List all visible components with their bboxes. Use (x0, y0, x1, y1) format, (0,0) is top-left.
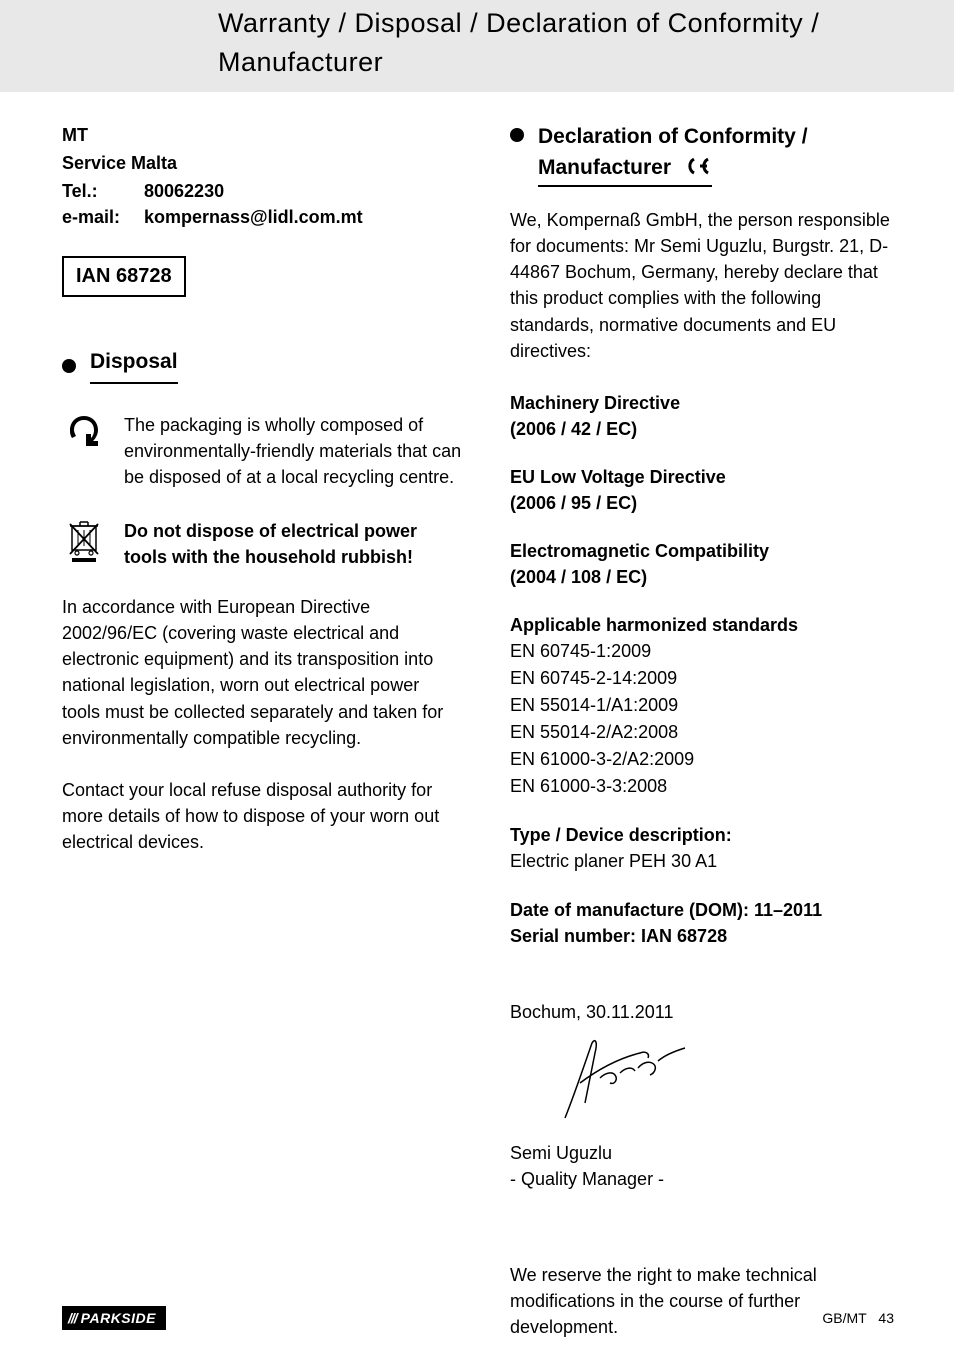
parkside-logo: /// PARKSIDE (62, 1306, 166, 1330)
logo-text: PARKSIDE (81, 1308, 156, 1328)
page-number-area: GB/MT 43 (822, 1308, 894, 1328)
header-bar: Warranty / Disposal / Declaration of Con… (0, 0, 954, 92)
page-label: GB/MT (822, 1310, 866, 1326)
signer-name: Semi Uguzlu (510, 1140, 894, 1166)
lowvoltage-directive: EU Low Voltage Directive (2006 / 95 / EC… (510, 464, 894, 516)
declaration-title-line1: Declaration of Conformity / (538, 122, 808, 152)
ce-mark-icon (682, 156, 712, 182)
declaration-heading: Declaration of Conformity / Manufacturer (510, 122, 894, 187)
declaration-title-line2: Manufacturer (538, 156, 671, 179)
page-number: 43 (878, 1310, 894, 1326)
recycle-icon (62, 412, 106, 452)
emc-title: Electromagnetic Compatibility (510, 538, 894, 564)
stripes-icon: /// (68, 1308, 77, 1328)
contact-paragraph: Contact your local refuse disposal autho… (62, 777, 462, 855)
disposal-heading: Disposal (62, 347, 462, 383)
signer-role: - Quality Manager - (510, 1166, 894, 1192)
service-name: Service Malta (62, 150, 462, 178)
machinery-directive: Machinery Directive (2006 / 42 / EC) (510, 390, 894, 442)
serial-label: Serial number: IAN 68728 (510, 923, 894, 949)
declaration-intro: We, Kompernaß GmbH, the person responsib… (510, 207, 894, 364)
harmonized-title: Applicable harmonized standards (510, 612, 894, 638)
standard-item: EN 55014-1/A1:2009 (510, 692, 894, 719)
type-description: Type / Device description: Electric plan… (510, 822, 894, 874)
signature-area: Bochum, 30.11.2011 Semi Uguzlu - Quality… (510, 999, 894, 1192)
bullet-icon (62, 359, 76, 373)
country-code: MT (62, 122, 462, 150)
tel-value: 80062230 (144, 178, 224, 204)
directive-paragraph: In accordance with European Directive 20… (62, 594, 462, 751)
standard-item: EN 61000-3-3:2008 (510, 773, 894, 800)
lowvoltage-ref: (2006 / 95 / EC) (510, 490, 894, 516)
ian-box: IAN 68728 (62, 256, 186, 297)
signature-icon (550, 1033, 894, 1130)
type-value: Electric planer PEH 30 A1 (510, 848, 894, 874)
email-value: kompernass@lidl.com.mt (144, 204, 363, 230)
weee-row: Do not dispose of electrical power tools… (62, 518, 462, 570)
bullet-icon (510, 128, 524, 142)
disposal-title: Disposal (90, 347, 178, 383)
left-column: MT Service Malta Tel.: 80062230 e-mail: … (62, 122, 462, 1366)
manufacture-info: Date of manufacture (DOM): 11–2011 Seria… (510, 897, 894, 949)
standard-item: EN 60745-2-14:2009 (510, 665, 894, 692)
page-header-title: Warranty / Disposal / Declaration of Con… (0, 4, 954, 82)
packaging-text: The packaging is wholly composed of envi… (124, 412, 462, 490)
dom-label: Date of manufacture (DOM): 11–2011 (510, 897, 894, 923)
standard-item: EN 61000-3-2/A2:2009 (510, 746, 894, 773)
standards-list: EN 60745-1:2009 EN 60745-2-14:2009 EN 55… (510, 638, 894, 800)
email-row: e-mail: kompernass@lidl.com.mt (62, 204, 462, 230)
type-title: Type / Device description: (510, 822, 894, 848)
contact-block: MT Service Malta Tel.: 80062230 e-mail: … (62, 122, 462, 230)
tel-row: Tel.: 80062230 (62, 178, 462, 204)
emc-directive: Electromagnetic Compatibility (2004 / 10… (510, 538, 894, 590)
right-column: Declaration of Conformity / Manufacturer… (510, 122, 894, 1366)
lowvoltage-title: EU Low Voltage Directive (510, 464, 894, 490)
machinery-ref: (2006 / 42 / EC) (510, 416, 894, 442)
standard-item: EN 60745-1:2009 (510, 638, 894, 665)
standard-item: EN 55014-2/A2:2008 (510, 719, 894, 746)
weee-bin-icon (62, 518, 106, 562)
harmonized-standards: Applicable harmonized standards EN 60745… (510, 612, 894, 800)
weee-warning-text: Do not dispose of electrical power tools… (124, 518, 462, 570)
emc-ref: (2004 / 108 / EC) (510, 564, 894, 590)
date-place: Bochum, 30.11.2011 (510, 999, 894, 1025)
machinery-title: Machinery Directive (510, 390, 894, 416)
tel-label: Tel.: (62, 178, 144, 204)
email-label: e-mail: (62, 204, 144, 230)
footer: /// PARKSIDE GB/MT 43 (0, 1306, 954, 1330)
packaging-row: The packaging is wholly composed of envi… (62, 412, 462, 490)
content-area: MT Service Malta Tel.: 80062230 e-mail: … (0, 122, 954, 1366)
